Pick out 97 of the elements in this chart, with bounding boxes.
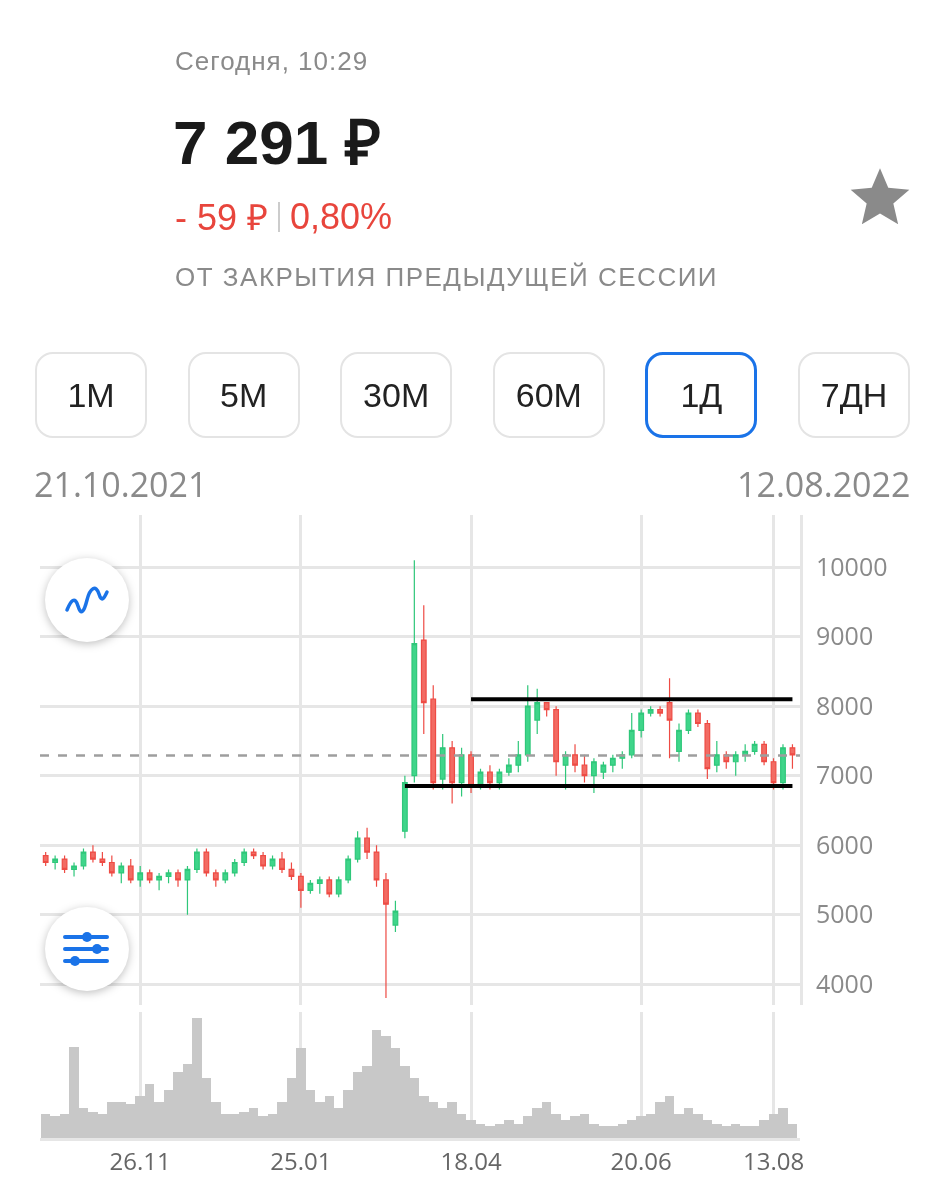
candlestick — [184, 865, 191, 916]
candlestick — [392, 900, 399, 933]
y-tick-label: 4000 — [816, 965, 874, 1000]
candlestick — [449, 740, 456, 805]
candlestick — [307, 879, 314, 895]
candlestick — [241, 848, 248, 867]
text: 7 291 ₽ — [173, 107, 382, 179]
candlestick — [553, 705, 560, 777]
candlestick — [439, 733, 446, 791]
candlestick — [468, 750, 474, 794]
text: 21.10.2021 — [34, 461, 208, 507]
candlestick — [609, 754, 616, 773]
candlestick — [99, 851, 106, 867]
period-button: 60М — [492, 352, 605, 438]
candlestick — [638, 709, 645, 739]
period-button: 5М — [187, 352, 300, 438]
y-tick-label: 6000 — [816, 826, 874, 861]
y-tick-label: 8000 — [816, 687, 874, 722]
text: 0,80% — [290, 195, 393, 238]
x-tick-label: 18.04 — [440, 1143, 502, 1177]
candlestick — [487, 764, 493, 791]
period-button: 30М — [340, 352, 453, 438]
candlestick — [685, 709, 692, 735]
candlestick — [600, 761, 607, 780]
candlestick — [364, 827, 370, 860]
candlestick — [269, 854, 276, 871]
text: Сегодня, 10:29 — [175, 46, 369, 77]
candlestick — [175, 868, 181, 888]
candlestick — [279, 851, 285, 874]
candlestick — [165, 868, 172, 884]
text: - 59 ₽ — [175, 196, 269, 240]
candlestick — [543, 702, 550, 718]
candlestick — [231, 858, 238, 878]
candlestick — [401, 775, 408, 839]
candlestick — [496, 768, 503, 791]
candlestick — [118, 861, 125, 884]
candlestick — [297, 872, 304, 909]
candlestick — [694, 709, 701, 728]
candlestick — [676, 722, 682, 763]
candlestick — [250, 848, 257, 860]
candlestick — [42, 851, 49, 867]
candlestick — [572, 743, 578, 773]
candlestick — [127, 858, 134, 884]
candlestick — [316, 875, 323, 895]
candlestick — [335, 875, 342, 898]
candlestick — [534, 688, 541, 735]
candlestick — [194, 848, 200, 874]
candlestick — [411, 559, 418, 784]
candlestick — [288, 861, 295, 881]
candlestick — [628, 712, 635, 759]
text: ОТ ЗАКРЫТИЯ ПРЕДЫДУЩЕЙ СЕССИИ — [175, 262, 719, 293]
candlestick — [52, 854, 59, 871]
candlestick — [789, 743, 796, 770]
candlestick — [657, 705, 664, 718]
x-tick-label: 13.08 — [742, 1143, 805, 1177]
candlestick — [666, 677, 673, 759]
candlestick — [71, 861, 77, 878]
candlestick — [420, 604, 427, 735]
candlestick — [61, 854, 68, 874]
period-button: 7ДН — [798, 352, 910, 438]
candlestick — [458, 747, 465, 798]
candlestick — [326, 875, 333, 898]
x-tick-label: 26.11 — [109, 1143, 171, 1177]
candlestick — [345, 854, 352, 884]
candlestick — [137, 865, 144, 888]
candlestick — [524, 684, 531, 763]
y-tick-label: 7000 — [816, 757, 874, 792]
candlestick — [732, 750, 739, 777]
candlestick — [751, 740, 758, 756]
candlestick — [146, 868, 153, 884]
candlestick — [704, 719, 711, 780]
candlestick — [515, 740, 522, 773]
candlestick — [713, 740, 720, 773]
candlestick — [780, 743, 786, 791]
candlestick — [260, 851, 266, 871]
candlestick — [354, 830, 361, 864]
candlestick — [156, 872, 163, 891]
candlestick — [591, 757, 597, 794]
period-button: 1М — [35, 352, 147, 438]
candlestick — [90, 844, 96, 864]
candlestick — [430, 684, 437, 791]
x-tick-label: 20.06 — [610, 1143, 672, 1177]
candlestick — [212, 868, 219, 888]
y-tick-label: 10000 — [816, 548, 888, 583]
x-tick-label: 25.01 — [270, 1143, 332, 1177]
candlestick — [373, 844, 380, 888]
candlestick — [770, 757, 777, 791]
period-button: 1Д — [645, 352, 758, 438]
candlestick — [647, 705, 654, 718]
candlestick — [505, 757, 512, 777]
candlestick — [108, 854, 115, 878]
y-tick-label: 9000 — [816, 618, 874, 653]
candlestick — [203, 848, 210, 878]
text: 12.08.2022 — [737, 461, 911, 507]
y-tick-label: 5000 — [816, 896, 874, 931]
candlestick — [383, 872, 389, 999]
candlestick — [222, 868, 229, 884]
